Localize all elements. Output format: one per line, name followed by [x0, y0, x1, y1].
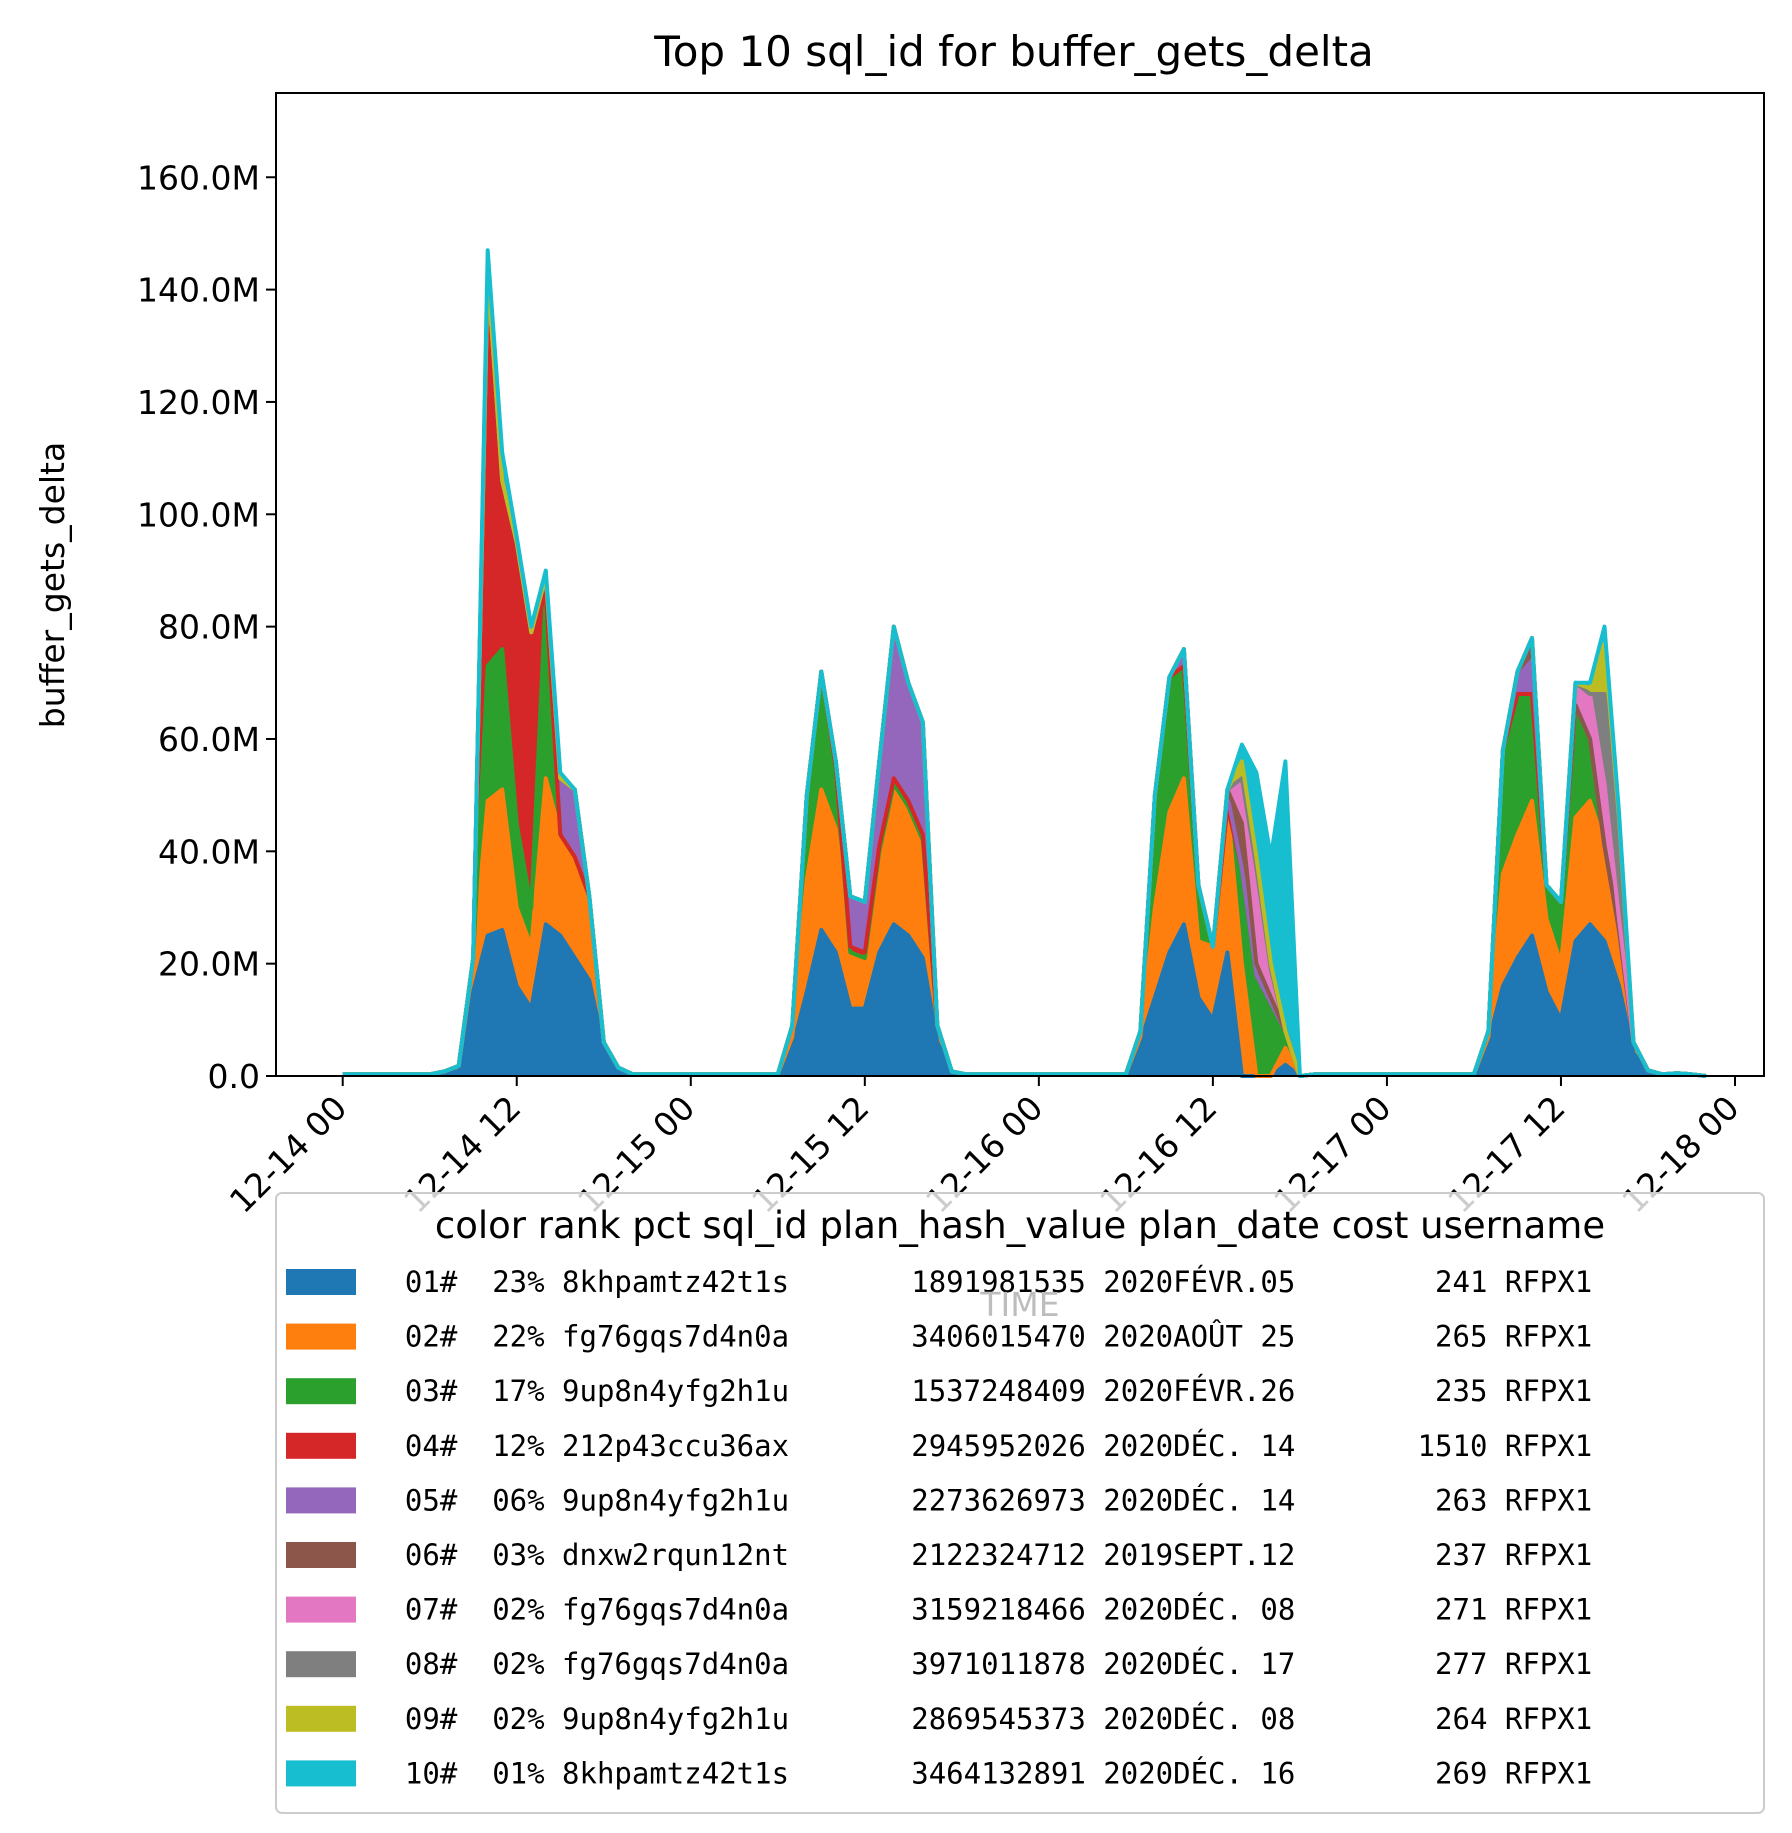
legend-swatch: [286, 1432, 356, 1459]
legend: color rank pct sql_id plan_hash_value pl…: [275, 1192, 1765, 1814]
y-tick-label: 0.0: [208, 1057, 260, 1096]
legend-entry: 03# 17% 9up8n4yfg2h1u 1537248409 2020FÉV…: [370, 1374, 1592, 1408]
y-tick-label: 120.0M: [137, 383, 260, 422]
legend-swatch: [286, 1487, 356, 1514]
y-axis-label: buffer_gets_delta: [33, 442, 72, 728]
legend-box: [275, 1192, 1765, 1814]
y-tick-label: 40.0M: [158, 832, 260, 871]
legend-swatch: [286, 1269, 356, 1295]
legend-swatch: [286, 1323, 356, 1350]
legend-swatch: [286, 1596, 356, 1623]
x-axis-label: TIME: [979, 1285, 1059, 1324]
legend-swatch: [286, 1378, 356, 1405]
y-tick-label: 20.0M: [158, 945, 260, 984]
y-tick-label: 140.0M: [137, 271, 260, 310]
legend-swatch: [286, 1651, 356, 1678]
legend-entry: 06# 03% dnxw2rqun12nt 2122324712 2019SEP…: [370, 1538, 1592, 1572]
legend-entry: 09# 02% 9up8n4yfg2h1u 2869545373 2020DÉC…: [370, 1702, 1592, 1736]
line-series-10: [342, 248, 1707, 1078]
y-tick-label: 100.0M: [137, 495, 260, 534]
chart-title: Top 10 sql_id for buffer_gets_delta: [653, 27, 1374, 76]
legend-entry: 04# 12% 212p43ccu36ax 2945952026 2020DÉC…: [370, 1429, 1592, 1463]
legend-entry: 05# 06% 9up8n4yfg2h1u 2273626973 2020DÉC…: [370, 1483, 1592, 1517]
legend-entry: 07# 02% fg76gqs7d4n0a 3159218466 2020DÉC…: [370, 1593, 1592, 1627]
legend-swatch: [286, 1705, 356, 1732]
area-series-1: [342, 924, 1707, 1076]
legend-swatch: [286, 1760, 356, 1787]
legend-entry: 08# 02% fg76gqs7d4n0a 3971011878 2020DÉC…: [370, 1647, 1592, 1681]
y-axis: 0.0 20.0M 40.0M 60.0M 80.0M 100.0M 120.0M 140.0…: [137, 158, 276, 1096]
y-tick-label: 80.0M: [158, 608, 260, 647]
legend-entry: 01# 23% 8khpamtz42t1s 1891981535 2020FÉV…: [370, 1265, 1592, 1299]
y-tick-label: 60.0M: [158, 720, 260, 759]
legend-entry: 02# 22% fg76gqs7d4n0a 3406015470 2020AOÛ…: [370, 1320, 1592, 1354]
plot-frame: [275, 92, 1765, 1077]
plot-area: [342, 248, 1707, 1078]
legend-title: color rank pct sql_id plan_hash_value pl…: [435, 1204, 1605, 1247]
y-tick-label: 160.0M: [137, 158, 260, 197]
legend-swatch: [286, 1542, 356, 1568]
legend-entry: 10# 01% 8khpamtz42t1s 3464132891 2020DÉC…: [370, 1756, 1592, 1790]
